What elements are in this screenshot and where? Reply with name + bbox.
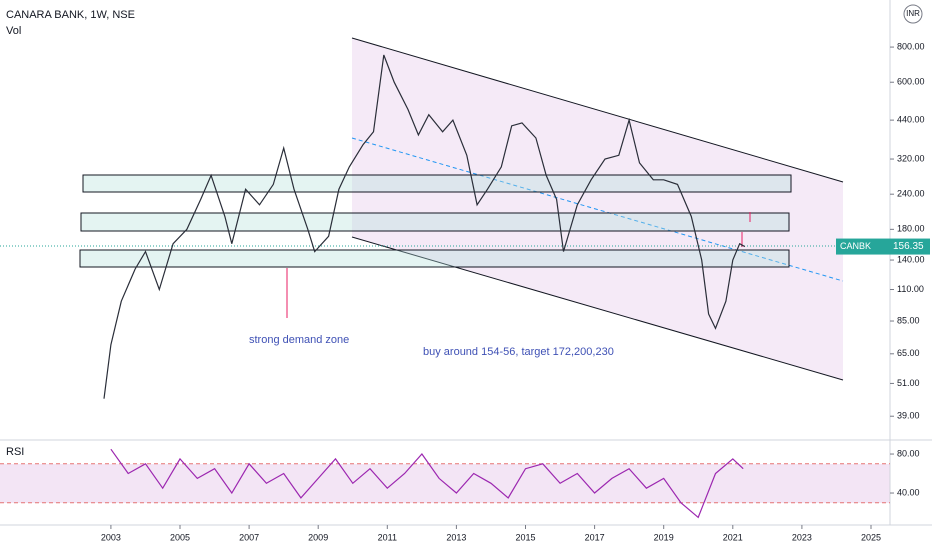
x-tick-label: 2003 <box>101 532 121 542</box>
x-tick-label: 2015 <box>515 532 535 542</box>
x-tick-label: 2017 <box>585 532 605 542</box>
y-tick-label: 51.00 <box>897 378 920 388</box>
x-tick-label: 2021 <box>723 532 743 542</box>
x-tick-label: 2011 <box>378 532 397 542</box>
y-tick-label: 40.00 <box>897 487 920 497</box>
zone <box>80 212 790 232</box>
y-tick-label: 85.00 <box>897 315 920 325</box>
x-tick-label: 2005 <box>170 532 190 542</box>
annotation: strong demand zone <box>249 334 349 346</box>
channel-mid <box>351 137 844 282</box>
x-tick-label: 2023 <box>792 532 812 542</box>
channel-top <box>351 37 844 183</box>
y-tick-label: 240.00 <box>897 189 925 199</box>
x-tick-label: 2009 <box>308 532 328 542</box>
currency-badge[interactable] <box>903 4 923 24</box>
y-tick-label: 320.00 <box>897 153 925 163</box>
last-price-name: CANBK <box>840 241 871 251</box>
zone <box>79 249 790 268</box>
rsi-title: RSI <box>6 446 24 458</box>
y-tick-label: 65.00 <box>897 348 920 358</box>
price-line <box>103 54 746 399</box>
y-tick-label: 110.00 <box>897 284 924 294</box>
y-tick-label: 39.00 <box>897 411 920 421</box>
channel-bottom <box>351 236 844 381</box>
x-tick-label: 2025 <box>861 532 881 542</box>
x-tick-label: 2019 <box>654 532 674 542</box>
last-price-value: 156.35 <box>893 241 924 252</box>
y-tick-label: 140.00 <box>897 254 925 264</box>
y-tick-label: 440.00 <box>897 114 925 124</box>
subtitle: Vol <box>6 25 21 37</box>
zone <box>82 174 792 193</box>
annotation: buy around 154-56, target 172,200,230 <box>423 346 614 358</box>
price-line <box>110 448 744 519</box>
currency[interactable]: INR <box>906 9 920 18</box>
x-tick-label: 2013 <box>446 532 466 542</box>
y-tick-label: 600.00 <box>897 77 925 87</box>
chart-title: CANARA BANK, 1W, NSE <box>6 9 135 21</box>
last-price-badge <box>836 238 930 255</box>
y-tick-label: 80.00 <box>897 448 920 458</box>
x-tick-label: 2007 <box>239 532 259 542</box>
y-tick-label: 180.00 <box>897 224 925 234</box>
y-tick-label: 800.00 <box>897 41 925 51</box>
